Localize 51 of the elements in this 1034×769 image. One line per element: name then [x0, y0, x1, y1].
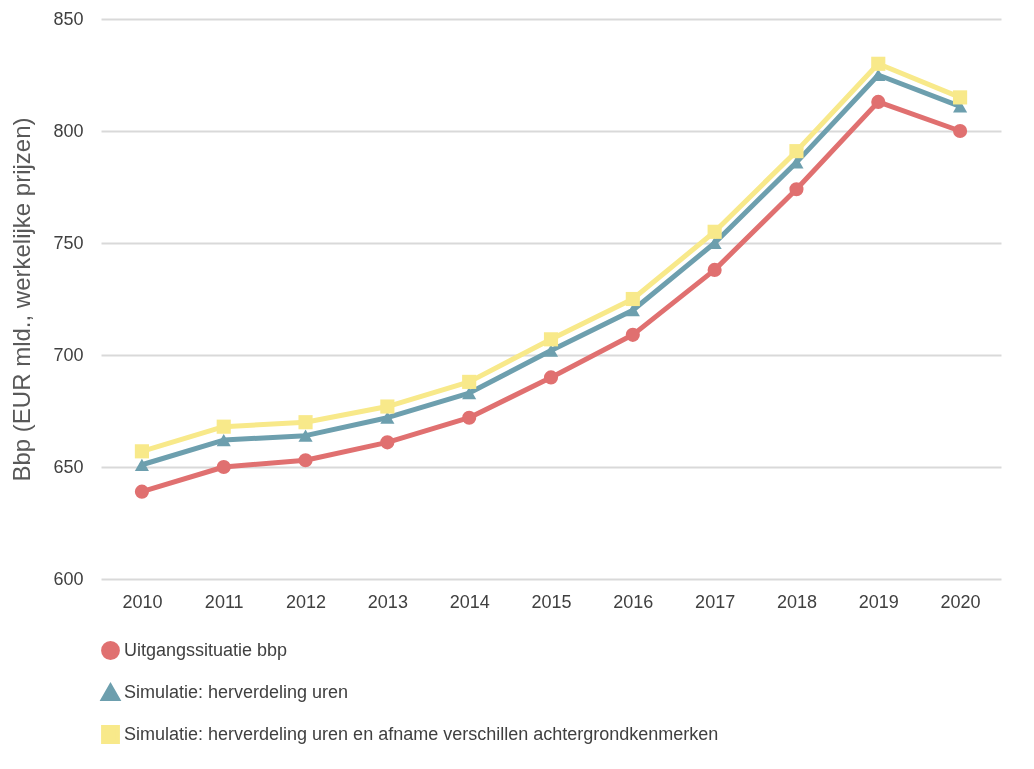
point — [380, 411, 395, 424]
point — [380, 435, 395, 450]
point — [134, 458, 149, 471]
point — [789, 144, 804, 159]
y-tick-label: 850 — [53, 8, 84, 29]
x-tick-label: 2013 — [367, 591, 408, 612]
x-tick-label: 2017 — [695, 591, 736, 612]
point — [953, 123, 968, 139]
point — [216, 459, 231, 475]
point — [134, 484, 149, 499]
point — [543, 370, 559, 385]
point — [625, 304, 640, 317]
point — [462, 374, 477, 389]
point — [871, 94, 886, 109]
legend-label: Simulatie: herverdeling uren en afname verschillen achtergrondkenmerken — [124, 723, 719, 744]
point — [298, 415, 313, 430]
x-tick-label: 2014 — [449, 591, 490, 612]
x-tick-label: 2012 — [286, 591, 327, 612]
point — [707, 262, 722, 277]
point — [462, 410, 477, 425]
point — [871, 56, 886, 71]
x-tick-label: 2011 — [204, 591, 244, 612]
point — [707, 224, 722, 239]
y-tick-label: 700 — [53, 344, 84, 365]
x-tick-label: 2016 — [613, 591, 654, 612]
point — [871, 68, 886, 82]
y-tick-label: 800 — [53, 120, 84, 141]
point — [543, 332, 559, 347]
y-tick-label: 750 — [53, 232, 84, 253]
legend-label: Uitgangssituatie bbp — [124, 639, 288, 660]
point — [298, 453, 313, 468]
legend-label: Simulatie: herverdeling uren — [124, 681, 349, 702]
point — [625, 291, 640, 307]
point — [953, 90, 968, 105]
point — [462, 386, 477, 400]
x-tick-label: 2020 — [940, 591, 981, 612]
x-tick-label: 2019 — [858, 591, 899, 612]
x-tick-label: 2015 — [531, 591, 572, 612]
point — [216, 419, 231, 434]
point — [543, 344, 559, 357]
point — [134, 444, 149, 459]
point — [625, 327, 640, 342]
y-tick-label: 600 — [53, 568, 84, 589]
y-axis-title: Bbp (EUR mld., werkelijke prijzen) — [8, 117, 36, 482]
point — [789, 182, 804, 197]
point — [298, 429, 313, 442]
y-tick-label: 650 — [53, 456, 84, 477]
point — [216, 434, 231, 447]
x-tick-label: 2010 — [122, 591, 163, 612]
x-tick-label: 2018 — [776, 591, 817, 612]
point — [380, 399, 395, 414]
